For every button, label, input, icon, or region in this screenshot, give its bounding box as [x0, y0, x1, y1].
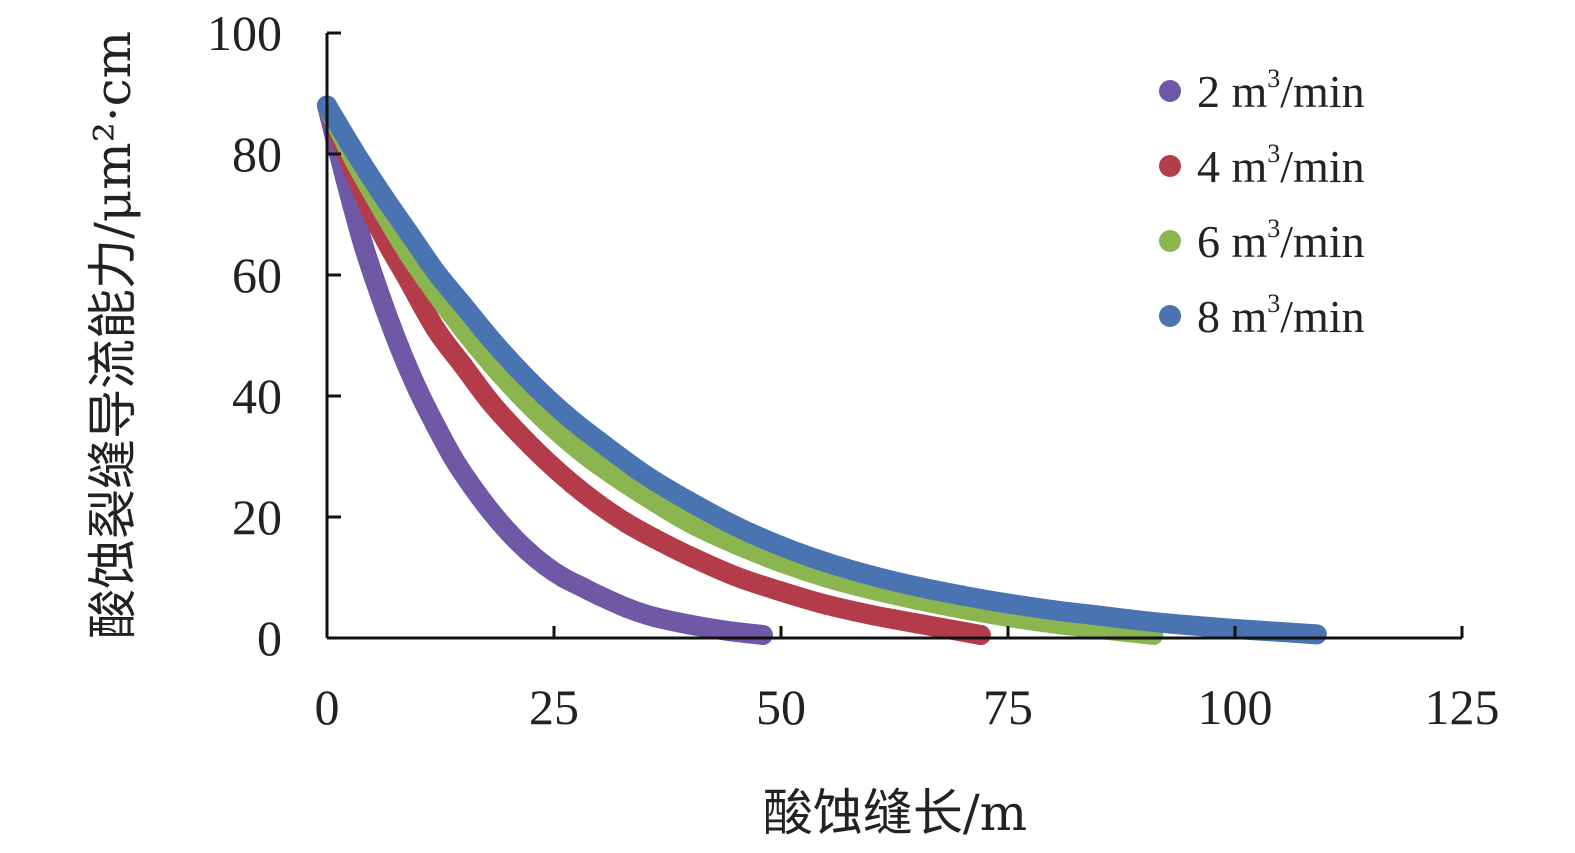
data-point — [907, 613, 928, 634]
data-point — [952, 585, 973, 606]
data-point — [371, 183, 392, 204]
x-tick-label: 75 — [983, 679, 1033, 735]
data-point — [571, 576, 592, 597]
data-point — [616, 597, 637, 618]
data-point — [680, 513, 701, 534]
data-point — [816, 552, 837, 573]
series-curves — [317, 95, 1327, 645]
y-tick-label: 20 — [232, 489, 282, 545]
series-line-2 — [317, 95, 991, 645]
data-point — [344, 140, 365, 161]
data-point — [480, 392, 501, 413]
data-point — [534, 555, 555, 576]
y-tick-label: 0 — [257, 610, 282, 666]
data-point — [771, 536, 791, 557]
data-point — [534, 449, 555, 470]
data-point — [725, 516, 746, 537]
x-axis-title: 酸蚀缝长/m — [763, 784, 1027, 842]
data-point — [562, 473, 583, 494]
data-point — [398, 222, 419, 243]
data-point — [480, 328, 501, 349]
legend-label-4: 8 m3/min — [1197, 289, 1365, 342]
data-point — [425, 319, 446, 340]
legend-marker-2 — [1159, 155, 1181, 177]
data-point — [589, 431, 610, 452]
data-point — [462, 476, 483, 497]
data-point — [516, 540, 537, 561]
data-point — [562, 410, 583, 431]
legend: 2 m3/min 4 m3/min 6 m3/min 8 m3/min — [1159, 64, 1365, 342]
data-point — [444, 449, 465, 470]
y-tick-label: 100 — [207, 5, 282, 61]
legend-label-3: 6 m3/min — [1197, 214, 1365, 267]
legend-label-2: 4 m3/min — [1197, 139, 1365, 192]
data-point — [425, 261, 446, 282]
data-point — [1179, 615, 1200, 636]
data-point — [634, 485, 655, 506]
data-point — [589, 494, 610, 515]
x-tick-label: 100 — [1198, 679, 1273, 735]
data-point — [534, 410, 555, 431]
y-ticks: 0 20 40 60 80 100 — [207, 5, 341, 666]
axes: 0 25 50 75 100 125 0 20 40 60 80 100 — [207, 5, 1500, 735]
x-ticks: 0 25 50 75 100 125 — [315, 626, 1500, 735]
data-point — [680, 614, 701, 635]
data-point — [680, 491, 701, 512]
data-point — [507, 422, 528, 443]
data-point — [643, 528, 664, 549]
data-point — [1306, 624, 1327, 645]
data-point — [1134, 611, 1155, 632]
data-point — [725, 566, 746, 587]
data-point — [371, 289, 392, 310]
legend-label-1: 2 m3/min — [1197, 64, 1365, 117]
y-axis-title: 酸蚀裂缝导流能力/μm²·cm — [84, 31, 142, 639]
data-point — [1088, 605, 1109, 626]
y-tick-label: 60 — [232, 247, 282, 303]
legend-marker-4 — [1159, 305, 1181, 327]
x-tick-label: 0 — [315, 679, 340, 735]
data-point — [425, 416, 446, 437]
data-point — [643, 606, 664, 627]
data-point — [616, 513, 637, 534]
data-point — [453, 355, 474, 376]
legend-marker-3 — [1159, 230, 1181, 252]
data-point — [507, 358, 528, 379]
data-point — [970, 624, 991, 645]
data-point — [498, 522, 519, 543]
data-point — [407, 379, 428, 400]
x-tick-label: 125 — [1425, 679, 1500, 735]
data-point — [680, 546, 701, 567]
data-point — [907, 576, 928, 597]
data-point — [861, 605, 882, 626]
data-point — [453, 295, 474, 316]
data-point — [1043, 600, 1064, 621]
data-point — [752, 624, 773, 645]
y-tick-label: 80 — [232, 126, 282, 182]
data-point — [771, 581, 791, 602]
data-point — [562, 434, 583, 455]
data-point — [861, 565, 882, 586]
x-tick-label: 50 — [756, 679, 806, 735]
legend-marker-1 — [1159, 80, 1181, 102]
data-point — [716, 620, 737, 641]
y-tick-label: 40 — [232, 368, 282, 424]
data-point — [816, 594, 837, 615]
data-point — [534, 386, 555, 406]
data-point — [589, 585, 610, 606]
x-tick-label: 25 — [529, 679, 579, 735]
series-line-3 — [317, 95, 1164, 645]
data-point — [389, 337, 410, 358]
data-point — [634, 464, 655, 485]
data-point — [998, 593, 1018, 614]
data-point — [353, 234, 374, 255]
data-point — [480, 500, 501, 521]
data-point — [553, 567, 574, 588]
data-point — [589, 455, 610, 476]
